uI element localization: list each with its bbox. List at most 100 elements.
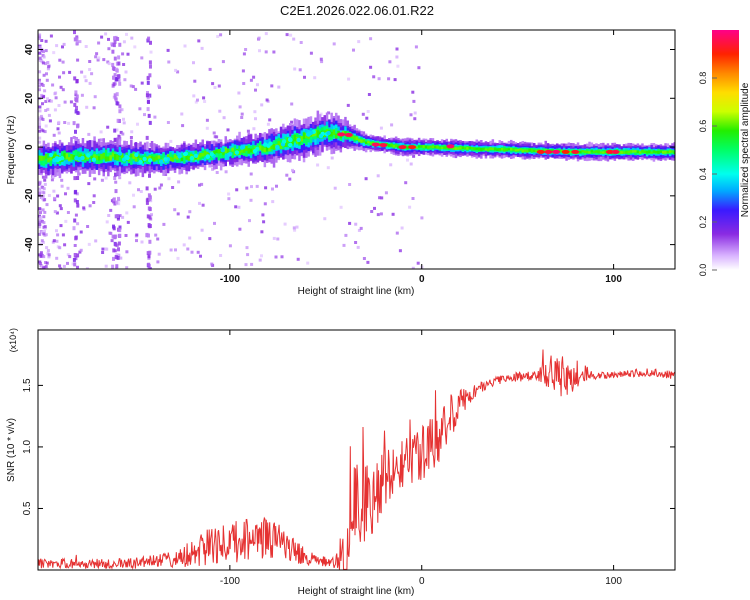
noise-speckle [125, 170, 129, 174]
noise-speckle [285, 173, 289, 177]
noise-streak [147, 267, 151, 269]
noise-speckle [88, 60, 92, 63]
ridge-band [284, 140, 287, 148]
noise-speckle [260, 230, 264, 234]
noise-speckle [171, 186, 175, 189]
noise-streak [112, 248, 116, 253]
noise-speckle [45, 246, 49, 250]
noise-streak [148, 120, 152, 125]
ridge-band [438, 146, 442, 149]
ridge-band [166, 154, 170, 159]
noise-speckle [80, 93, 84, 97]
noise-speckle [42, 198, 46, 202]
noise-speckle [192, 61, 195, 65]
ridge-band [484, 148, 488, 151]
noise-streak [111, 49, 115, 54]
noise-speckle [244, 263, 248, 267]
ridge-band [650, 151, 653, 154]
noise-speckle [162, 222, 166, 226]
noise-speckle [271, 187, 274, 191]
ridge-band [162, 158, 165, 163]
ridge-band [440, 146, 444, 150]
noise-speckle [215, 171, 219, 174]
noise-speckle [256, 83, 259, 87]
noise-speckle [136, 122, 139, 126]
noise-speckle [97, 56, 101, 60]
noise-speckle [377, 77, 381, 81]
noise-streak [117, 61, 121, 66]
noise-speckle [38, 193, 41, 197]
ridge-dot [234, 150, 240, 155]
noise-speckle [373, 206, 376, 210]
ridge-band [588, 151, 591, 154]
noise-speckle [44, 233, 48, 237]
noise-speckle [150, 213, 153, 217]
noise-streak [72, 226, 76, 231]
noise-speckle [44, 265, 48, 269]
noise-speckle [41, 175, 45, 179]
x-tick-label: 100 [605, 576, 622, 587]
noise-streak [117, 196, 120, 201]
noise-speckle [48, 99, 52, 103]
noise-speckle [249, 198, 253, 202]
noise-speckle [62, 71, 66, 75]
noise-speckle [85, 105, 89, 109]
noise-streak [73, 30, 76, 35]
noise-speckle [274, 255, 278, 259]
ridge-band [275, 139, 278, 149]
noise-streak [145, 232, 149, 237]
noise-speckle [38, 232, 42, 236]
noise-speckle [43, 210, 47, 214]
noise-speckle [295, 225, 299, 229]
noise-speckle [38, 262, 42, 265]
ridge-band [636, 150, 640, 153]
noise-streak [148, 73, 152, 78]
ridge-band [466, 146, 469, 150]
ridge-band [226, 148, 230, 154]
noise-streak [76, 253, 80, 258]
ridge-band [49, 155, 52, 161]
noise-speckle [59, 85, 63, 89]
ridge-dot [281, 139, 287, 144]
noise-streak [148, 60, 152, 65]
noise-speckle [293, 228, 297, 232]
snr-marks [38, 349, 675, 570]
noise-speckle [38, 109, 42, 113]
noise-speckle [38, 33, 42, 37]
noise-speckle [47, 255, 51, 259]
figure-title: C2E1.2026.022.06.01.R22 [280, 3, 434, 18]
ridge-band [176, 155, 179, 160]
noise-speckle [283, 222, 287, 226]
ridge-band [171, 154, 174, 161]
ridge-band [305, 133, 308, 139]
ridge-band [249, 148, 253, 153]
noise-speckle [319, 112, 323, 116]
noise-streak [75, 105, 78, 110]
noise-speckle [413, 117, 417, 121]
noise-speckle [68, 255, 72, 259]
ridge-band [475, 147, 478, 150]
ridge-band [463, 147, 467, 150]
noise-speckle [43, 130, 47, 134]
noise-streak [112, 197, 116, 202]
noise-streak [118, 136, 122, 141]
noise-speckle [38, 181, 42, 185]
noise-speckle [125, 250, 129, 254]
noise-speckle [59, 224, 63, 228]
noise-speckle [411, 90, 415, 94]
ridge-dot [228, 151, 233, 157]
ridge-band [130, 155, 133, 165]
noise-streak [73, 218, 77, 223]
ridge-band [496, 148, 499, 151]
noise-speckle [129, 136, 133, 139]
noise-speckle [54, 96, 58, 100]
noise-speckle [221, 60, 225, 64]
noise-speckle [39, 114, 43, 118]
noise-speckle [106, 125, 110, 129]
noise-speckle [47, 65, 51, 69]
noise-speckle [296, 257, 300, 261]
snr-plot-border [37, 329, 676, 571]
noise-speckle [93, 95, 97, 99]
noise-speckle [406, 158, 409, 162]
ridge-band [84, 154, 87, 161]
